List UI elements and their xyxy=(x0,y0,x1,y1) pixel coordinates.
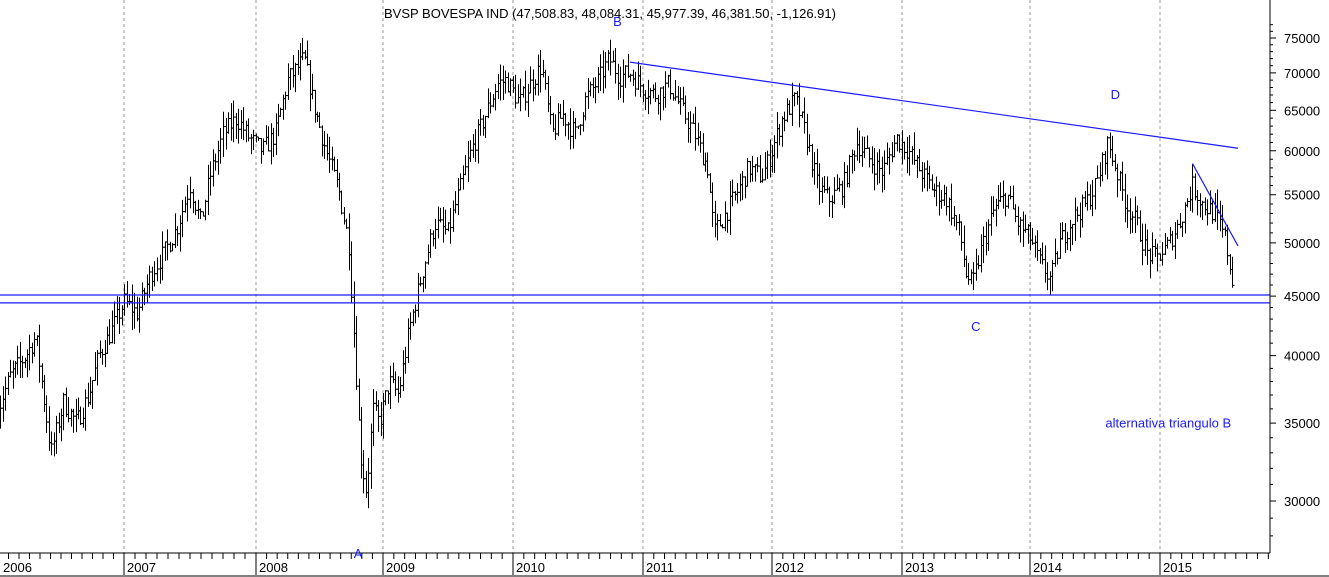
line-resistance xyxy=(629,61,1239,149)
annotation-C: C xyxy=(971,319,980,334)
x-tick-label-2015: 2015 xyxy=(1163,560,1192,575)
line-short-down xyxy=(1191,163,1239,247)
y-tick-label-45000: 45000 xyxy=(1284,289,1320,304)
annotation-note: alternativa triangulo B xyxy=(1105,415,1231,430)
x-tick-label-2013: 2013 xyxy=(905,560,934,575)
trend-lines xyxy=(0,61,1270,304)
annotation-A: A xyxy=(354,546,363,561)
y-tick-label-55000: 55000 xyxy=(1284,188,1320,203)
y-tick-label-65000: 65000 xyxy=(1284,103,1320,118)
x-tick-label-2014: 2014 xyxy=(1033,560,1062,575)
x-tick-label-2009: 2009 xyxy=(386,560,415,575)
annotation-B: B xyxy=(613,14,622,29)
x-tick-label-2007: 2007 xyxy=(127,560,156,575)
ohlc-bars xyxy=(0,37,1235,509)
y-tick-label-30000: 30000 xyxy=(1284,494,1320,509)
x-tick-label-2012: 2012 xyxy=(775,560,804,575)
chart-title: BVSP BOVESPA IND (47,508.83, 48,084.31, … xyxy=(384,6,836,21)
annotation-D: D xyxy=(1111,87,1120,102)
x-tick-label-2008: 2008 xyxy=(259,560,288,575)
x-tick-label-2011: 2011 xyxy=(646,560,674,575)
grid-lines xyxy=(123,0,1161,553)
y-tick-label-50000: 50000 xyxy=(1284,236,1320,251)
x-tick-labels: 2006 2007 2008 2009 2010 2011 2012 2013 2014 2015 xyxy=(3,553,1269,575)
y-tick-labels: 30000 35000 40000 45000 50000 55000 60000 65000… xyxy=(1270,24,1320,537)
y-tick-label-75000: 75000 xyxy=(1284,31,1320,46)
y-tick-label-70000: 70000 xyxy=(1284,66,1320,81)
x-tick-label-2010: 2010 xyxy=(516,560,545,575)
y-tick-label-60000: 60000 xyxy=(1284,144,1320,159)
x-tick-label-2006: 2006 xyxy=(3,560,32,575)
y-tick-label-40000: 40000 xyxy=(1284,349,1320,364)
y-tick-label-35000: 35000 xyxy=(1284,416,1320,431)
